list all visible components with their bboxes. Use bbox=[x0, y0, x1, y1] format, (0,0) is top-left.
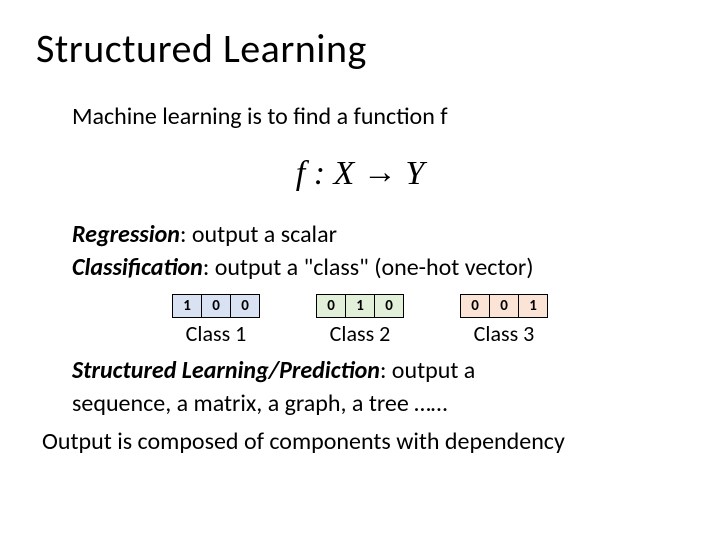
classification-label: Classification bbox=[72, 253, 203, 282]
regression-label: Regression bbox=[72, 220, 180, 249]
onehot-vectors: 1 0 0 Class 1 0 1 0 Class 2 0 0 1 Class … bbox=[36, 294, 684, 347]
formula-X: X bbox=[334, 155, 355, 192]
structured-rest: : output a bbox=[380, 356, 475, 385]
vector-group-1: 1 0 0 Class 1 bbox=[172, 294, 260, 347]
vector-cell: 0 bbox=[374, 294, 404, 318]
vector-cell: 1 bbox=[518, 294, 548, 318]
classification-line: Classification: output a "class" (one-ho… bbox=[72, 252, 684, 284]
arrow-icon: → bbox=[363, 154, 397, 192]
vector-cell: 0 bbox=[201, 294, 231, 318]
structured-label: Structured Learning/Prediction bbox=[72, 356, 380, 385]
regression-rest: : output a scalar bbox=[180, 220, 337, 249]
vector-cell: 0 bbox=[230, 294, 260, 318]
formula-block: f : X → Y bbox=[36, 155, 684, 193]
vector-label-1: Class 1 bbox=[186, 320, 247, 347]
formula-Y: Y bbox=[405, 155, 424, 192]
vector-group-2: 0 1 0 Class 2 bbox=[316, 294, 404, 347]
vector-cell: 1 bbox=[172, 294, 202, 318]
slide-title: Structured Learning bbox=[36, 24, 684, 73]
intro-line: Machine learning is to find a function f bbox=[72, 101, 684, 133]
regression-line: Regression: output a scalar bbox=[72, 219, 684, 251]
vector-cell: 1 bbox=[345, 294, 375, 318]
structured-line-2: sequence, a matrix, a graph, a tree …… bbox=[72, 388, 684, 420]
vector-group-3: 0 0 1 Class 3 bbox=[460, 294, 548, 347]
structured-line-1: Structured Learning/Prediction: output a bbox=[72, 355, 684, 387]
formula-f: f bbox=[296, 155, 305, 192]
vector-label-3: Class 3 bbox=[474, 320, 535, 347]
vector-cell: 0 bbox=[316, 294, 346, 318]
classification-rest: : output a "class" (one-hot vector) bbox=[203, 253, 534, 282]
vector-label-2: Class 2 bbox=[330, 320, 391, 347]
formula-colon: : bbox=[305, 155, 333, 192]
vector-cell: 0 bbox=[460, 294, 490, 318]
vector-cell: 0 bbox=[489, 294, 519, 318]
closing-line: Output is composed of components with de… bbox=[42, 426, 684, 458]
